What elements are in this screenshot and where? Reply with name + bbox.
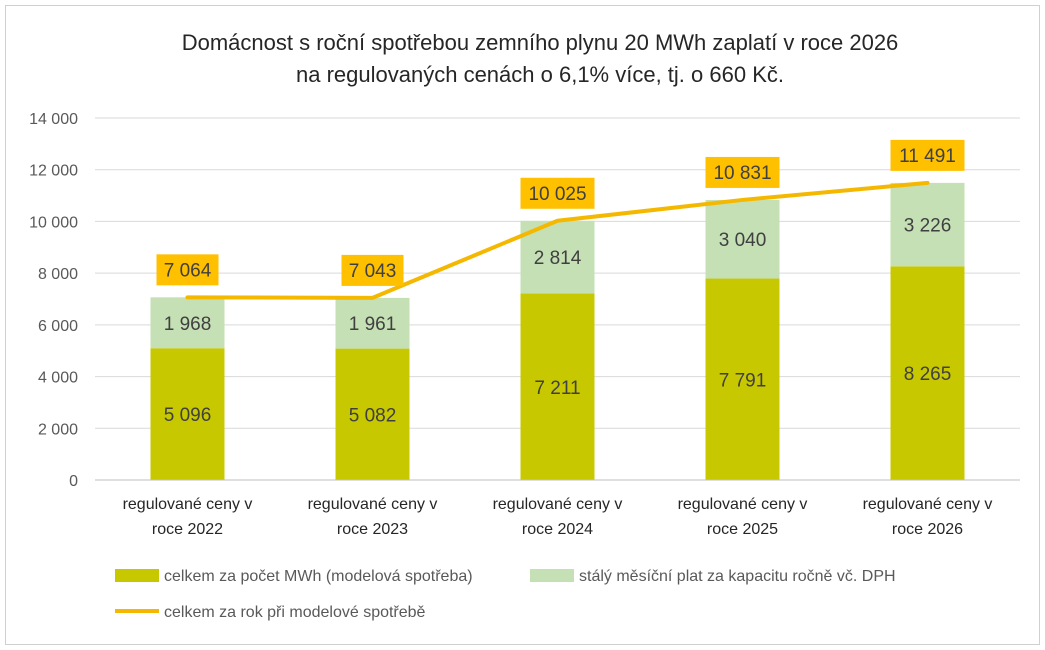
x-tick-label: regulované ceny v	[493, 496, 623, 513]
bar-fixed-fee-label: 1 968	[164, 314, 212, 335]
y-tick-label: 8 000	[38, 266, 78, 283]
bar-mwh-label: 7 211	[534, 378, 580, 399]
y-tick-label: 12 000	[29, 163, 78, 180]
bar-fixed-fee-label: 1 961	[349, 314, 397, 335]
legend-swatch-fixed-fee	[530, 569, 574, 582]
bar-mwh-label: 5 096	[164, 405, 212, 426]
bar-mwh	[520, 293, 595, 480]
total-line	[185, 180, 930, 300]
y-tick-label: 6 000	[38, 318, 78, 335]
x-tick-label: roce 2025	[707, 521, 778, 538]
total-label-box	[705, 156, 780, 188]
y-tick-label: 2 000	[38, 421, 78, 438]
chart-title-line2: na regulovaných cenách o 6,1% více, tj. …	[296, 62, 784, 87]
legend-label-mwh: celkem za počet MWh (modelová spotřeba)	[164, 568, 473, 585]
total-label: 10 025	[528, 184, 586, 205]
y-tick-label: 10 000	[29, 214, 78, 231]
bar-fixed-fee-label: 3 040	[719, 230, 767, 251]
bar-fixed-fee	[335, 297, 410, 349]
chart-title-line1: Domácnost s roční spotřebou zemního plyn…	[182, 30, 899, 55]
bar-fixed-fee	[150, 297, 225, 349]
bar-mwh-label: 5 082	[349, 405, 397, 426]
bars: 5 096 1 968 5 082 1 961 7 211 2 814 7 791 3 040…	[150, 182, 965, 480]
total-label-box	[890, 139, 965, 171]
y-tick-label: 4 000	[38, 370, 78, 387]
bar-mwh	[150, 348, 225, 480]
bar-fixed-fee	[890, 182, 965, 267]
bar-fixed-fee-label: 3 226	[904, 216, 952, 237]
x-tick-label: roce 2026	[892, 521, 963, 538]
x-axis: regulované ceny v roce 2022 regulované cen…	[95, 479, 1020, 538]
legend: celkem za počet MWh (modelová spotřeba) s…	[115, 568, 896, 621]
total-label: 7 043	[349, 261, 397, 282]
total-line-group: 7 064 7 043 10 025 10 831 11 491	[156, 139, 965, 300]
bar-mwh-label: 7 791	[719, 370, 767, 391]
total-label-box	[341, 254, 404, 286]
bar-mwh	[890, 266, 965, 480]
total-label: 7 064	[164, 260, 212, 281]
bar-mwh	[335, 348, 410, 480]
x-tick-label: regulované ceny v	[863, 496, 993, 513]
total-label: 11 491	[899, 146, 956, 167]
x-tick-label: roce 2022	[152, 521, 223, 538]
x-tick-label: regulované ceny v	[123, 496, 253, 513]
x-tick-label: regulované ceny v	[308, 496, 438, 513]
total-label: 10 831	[713, 163, 771, 184]
total-label-box	[156, 254, 219, 286]
legend-label-fixed-fee: stálý měsíční plat za kapacitu ročně vč.…	[579, 568, 896, 585]
x-tick-label: regulované ceny v	[678, 496, 808, 513]
x-tick-label: roce 2024	[522, 521, 593, 538]
bar-mwh-label: 8 265	[904, 364, 952, 385]
y-axis: 0 2 000 4 000 6 000 8 000 10 000 12 000 14 000	[29, 111, 78, 490]
bar-mwh	[705, 278, 780, 480]
bar-fixed-fee-label: 2 814	[534, 248, 582, 269]
legend-label-total: celkem za rok při modelové spotřebě	[164, 604, 426, 621]
x-tick-label: roce 2023	[337, 521, 408, 538]
y-tick-label: 0	[69, 473, 78, 490]
y-tick-label: 14 000	[29, 111, 78, 128]
total-label-box	[520, 177, 595, 209]
legend-swatch-mwh	[115, 569, 159, 582]
bar-fixed-fee	[705, 199, 780, 279]
